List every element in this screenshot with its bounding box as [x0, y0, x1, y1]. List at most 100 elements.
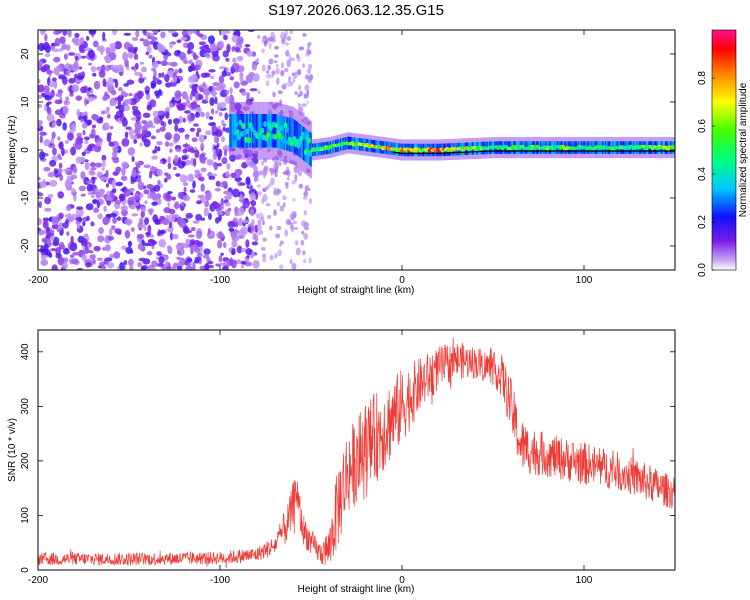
spectrogram-speckle: [144, 86, 151, 91]
spectrogram-speckle: [51, 216, 59, 226]
spectrogram-speckle: [53, 30, 60, 36]
spectrogram-speckle: [234, 206, 239, 216]
spectrogram-speckle: [90, 166, 97, 171]
spectrogram-speckle: [76, 206, 84, 210]
spectrogram-speckle: [209, 75, 215, 80]
spectrogram-speckle: [167, 156, 172, 164]
spectrogram-ridge-cell: [279, 125, 284, 132]
spectrogram-speckle: [53, 80, 58, 89]
spectrogram-speckle: [199, 194, 206, 203]
spectrogram-speckle: [239, 194, 244, 202]
spectrogram-speckle: [205, 130, 212, 136]
spectrogram-speckle: [260, 216, 264, 222]
spectrogram-speckle: [179, 36, 188, 41]
spectrogram-speckle: [157, 146, 161, 152]
spectrogram-speckle: [301, 103, 307, 107]
colorbar-label: Normalized spectral amplitude: [738, 82, 749, 217]
spectrogram-speckle: [38, 103, 43, 109]
spectrogram-speckle: [92, 258, 96, 265]
spectrogram-speckle: [225, 71, 232, 77]
spectrogram-speckle: [86, 89, 90, 97]
spectrogram-speckle: [235, 259, 242, 265]
spectrogram-speckle: [302, 259, 307, 264]
spectrogram-band: [306, 129, 309, 164]
spectrogram-ridge-cell: [277, 132, 282, 139]
spectrogram-speckle: [164, 141, 170, 147]
spectrogram-speckle: [187, 173, 194, 182]
spectrogram-speckle: [200, 183, 205, 192]
spectrogram-speckle: [70, 258, 79, 265]
spectrogram-speckle: [57, 136, 61, 141]
spectrogram-speckle: [131, 213, 139, 217]
spectrogram-speckle: [177, 157, 182, 164]
spectrogram-ridge-cell: [235, 129, 240, 136]
spectrogram-speckle: [194, 64, 202, 71]
spectrogram-speckle: [179, 219, 186, 228]
spectrogram-speckle: [254, 232, 260, 236]
spectrogram-speckle: [193, 259, 200, 264]
spectrogram-speckle: [226, 43, 231, 53]
spectrogram-speckle: [303, 191, 309, 197]
spectrogram-speckle: [47, 193, 54, 199]
spectrogram-speckle: [64, 139, 70, 144]
spectrogram-speckle: [275, 233, 281, 239]
spectrogram-y-tick-label: -10: [20, 190, 31, 205]
spectrogram-marks: [38, 30, 675, 270]
spectrogram-speckle: [200, 142, 205, 152]
spectrogram-band: [290, 118, 292, 152]
spectrogram-band: [292, 118, 295, 153]
spectrogram-speckle: [174, 90, 182, 99]
spectrogram-speckle: [124, 230, 131, 239]
spectrogram-speckle: [267, 183, 272, 188]
spectrogram-speckle: [206, 159, 214, 166]
spectrogram-speckle: [236, 245, 243, 254]
spectrogram-speckle: [115, 166, 122, 173]
spectrogram-band: [308, 130, 310, 165]
spectrogram-speckle: [93, 80, 101, 90]
spectrogram-speckle: [141, 128, 148, 138]
spectrogram-speckle: [167, 162, 172, 170]
spectrogram-speckle: [212, 92, 216, 98]
spectrogram-speckle: [58, 74, 66, 80]
spectrogram-centre-line: [392, 150, 675, 154]
spectrogram-speckle: [217, 210, 224, 216]
spectrogram-speckle: [282, 195, 287, 201]
spectrogram-speckle: [65, 70, 71, 77]
spectrogram-speckle: [299, 90, 303, 97]
spectrogram-speckle: [302, 195, 308, 200]
spectrogram-speckle: [83, 136, 90, 141]
spectrogram-speckle: [173, 203, 181, 209]
spectrogram-speckle: [151, 124, 156, 129]
spectrogram-speckle: [72, 251, 80, 256]
spectrogram-speckle: [254, 58, 259, 65]
spectrogram-speckle: [89, 161, 96, 168]
spectrogram-speckle: [89, 133, 96, 139]
spectrogram-speckle: [38, 201, 43, 209]
spectrogram-speckle: [289, 30, 293, 35]
spectrogram-speckle: [140, 210, 146, 218]
spectrogram-speckle: [275, 188, 280, 196]
spectrogram-speckle: [83, 233, 89, 238]
spectrogram-speckle: [157, 45, 162, 51]
spectrogram-speckle: [148, 54, 153, 59]
spectrogram-speckle: [67, 213, 72, 218]
spectrogram-speckle: [234, 222, 239, 228]
snr-y-tick-label: 200: [20, 452, 31, 469]
spectrogram-speckle: [38, 84, 45, 93]
spectrogram-speckle: [44, 53, 51, 58]
spectrogram-speckle: [43, 207, 52, 212]
spectrogram-y-tick-label: 20: [20, 48, 31, 60]
spectrogram-speckle: [248, 71, 255, 77]
spectrogram-speckle: [118, 193, 126, 202]
spectrogram-speckle: [164, 74, 170, 83]
spectrogram-speckle: [102, 216, 111, 224]
spectrogram-speckle: [61, 262, 68, 270]
spectrogram-speckle: [52, 241, 60, 247]
spectrogram-ridge-cell: [245, 128, 250, 135]
spectrogram-speckle: [216, 101, 222, 111]
spectrogram-speckle: [49, 81, 55, 88]
spectrogram-speckle: [153, 69, 157, 78]
spectrogram-speckle: [146, 183, 154, 190]
spectrogram-speckle: [140, 66, 147, 73]
spectrogram-speckle: [90, 221, 95, 227]
